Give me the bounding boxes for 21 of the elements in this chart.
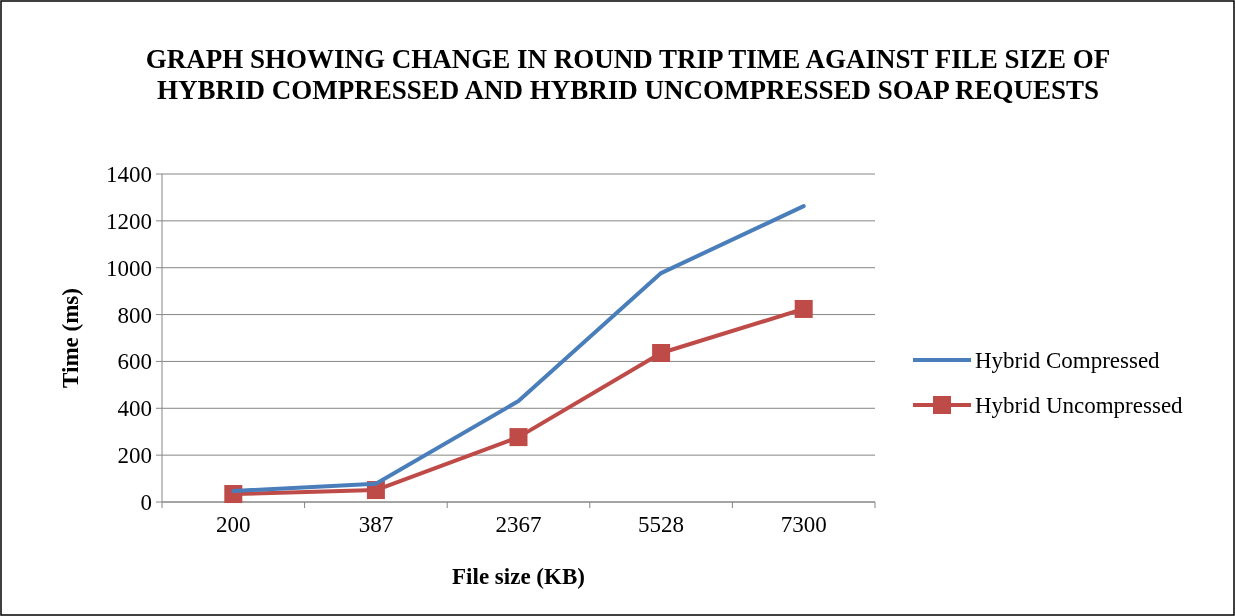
y-tick-label: 800: [117, 302, 152, 328]
x-tick-label: 2367: [495, 512, 542, 537]
x-tick-label: 200: [216, 512, 251, 537]
point: [509, 428, 528, 447]
x-tick-label: 7300: [780, 512, 827, 537]
point: [794, 299, 813, 318]
point: [652, 343, 671, 362]
x-tick-label: 387: [358, 512, 394, 537]
x-axis-title: File size (KB): [452, 564, 585, 589]
y-tick-label: 0: [140, 490, 152, 516]
legend-label: Hybrid Uncompressed: [975, 393, 1184, 419]
y-tick-label: 1200: [106, 208, 152, 234]
y-tick-label: 1400: [106, 162, 152, 188]
y-tick-label: 600: [117, 349, 152, 375]
y-tick-label: 1000: [106, 255, 152, 281]
y-tick-label: 400: [117, 396, 152, 422]
y-tick-label: 200: [117, 443, 152, 469]
legend-label: Hybrid Compressed: [975, 348, 1161, 374]
y-axis-title: Time (ms): [58, 288, 83, 388]
x-tick-label: 5528: [638, 512, 685, 537]
chart-title: GRAPH SHOWING CHANGE IN ROUND TRIP TIME AGAINST FILE SIZE OF HYBRID COMPRESSED AND HYBRID UNCOMPRESSED SOAP REQUESTS: [145, 44, 1111, 105]
